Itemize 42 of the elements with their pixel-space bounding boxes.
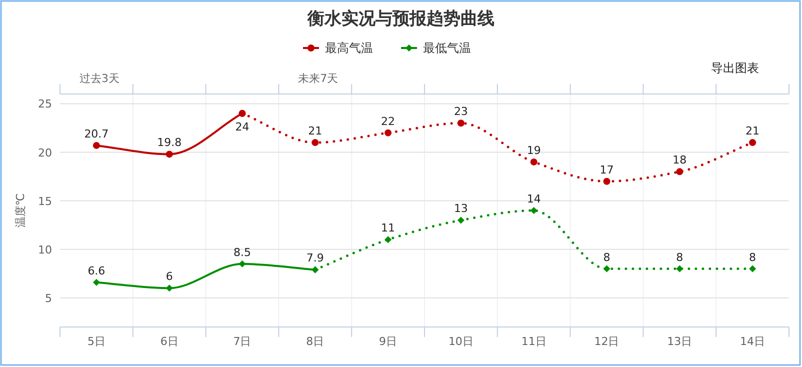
x-tick-label: 14日 xyxy=(740,335,766,348)
data-label: 20.7 xyxy=(84,127,109,140)
x-tick-label: 7日 xyxy=(233,335,252,348)
text: 导出图表 xyxy=(711,61,759,75)
y-tick-label: 15 xyxy=(38,194,52,208)
data-label: 6 xyxy=(166,270,173,284)
x-tick-label: 10日 xyxy=(448,335,474,348)
data-label: 23 xyxy=(454,105,468,118)
data-label: 21 xyxy=(746,124,760,138)
legend-label: 最高气温 xyxy=(325,41,373,55)
data-label: 14 xyxy=(526,192,541,206)
data-label: 22 xyxy=(381,114,396,128)
data-label: 8.5 xyxy=(234,246,251,259)
data-label: 11 xyxy=(381,222,396,235)
y-tick-label: 25 xyxy=(38,98,52,111)
chart-title: 衡水实况与预报趋势曲线 xyxy=(306,9,494,29)
x-tick-label: 13日 xyxy=(667,335,692,348)
data-label: 8 xyxy=(603,250,610,264)
x-tick-label: 11日 xyxy=(521,335,546,348)
legend-label: 最低气温 xyxy=(423,41,471,55)
data-label: 8 xyxy=(749,250,756,264)
x-tick-label: 6日 xyxy=(160,335,178,348)
data-label: 24 xyxy=(235,120,250,134)
x-tick-label: 12日 xyxy=(594,335,620,348)
data-label: 7.9 xyxy=(306,252,324,265)
data-label: 19.8 xyxy=(157,136,182,150)
text: 未来7天 xyxy=(298,72,338,85)
text: 过去3天 xyxy=(79,72,120,85)
x-tick-label: 8日 xyxy=(306,335,324,348)
data-label: 19 xyxy=(526,144,541,157)
data-label: 6.6 xyxy=(88,264,106,278)
data-label: 17 xyxy=(600,163,614,176)
data-label: 13 xyxy=(454,202,468,216)
y-tick-label: 5 xyxy=(45,292,52,305)
x-tick-label: 9日 xyxy=(379,335,398,348)
data-label: 21 xyxy=(308,124,322,138)
data-label: 8 xyxy=(676,250,684,264)
x-tick-label: 5日 xyxy=(87,335,106,348)
y-tick-label: 10 xyxy=(38,243,52,256)
data-label: 18 xyxy=(672,154,687,167)
y-tick-label: 20 xyxy=(38,146,52,160)
y-axis-title: 温度℃ xyxy=(14,193,27,228)
